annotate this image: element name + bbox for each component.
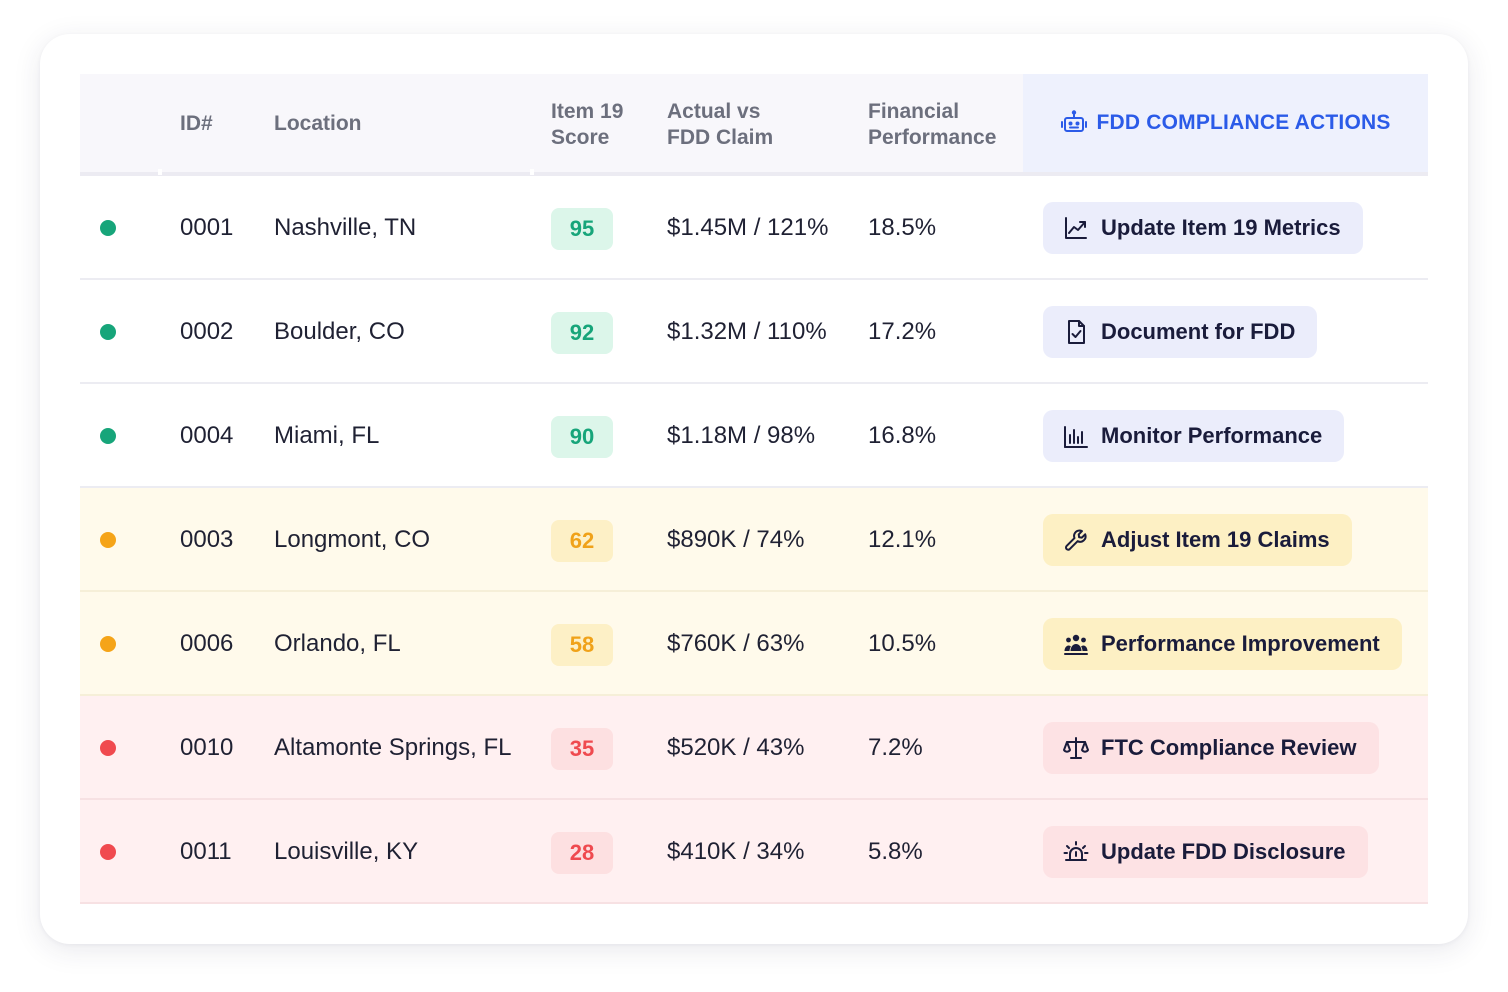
table-row[interactable]: 0006 Orlando, FL 58 $760K / 63% 10.5% Perfor… xyxy=(80,592,1428,696)
column-header-actions[interactable]: FDD COMPLIANCE ACTIONS xyxy=(1023,74,1428,172)
row-actual-vs-claim: $520K / 43% xyxy=(667,734,805,761)
row-id: 0010 xyxy=(180,734,234,761)
row-id: 0004 xyxy=(180,422,234,449)
row-location: Louisville, KY xyxy=(274,838,419,865)
table-row[interactable]: 0004 Miami, FL 90 $1.18M / 98% 16.8% Monitor… xyxy=(80,384,1428,488)
score-badge: 35 xyxy=(551,728,613,770)
action-button-label: Adjust Item 19 Claims xyxy=(1101,527,1330,552)
wrench-icon xyxy=(1065,529,1087,551)
status-dot xyxy=(100,636,116,652)
action-button-label: Monitor Performance xyxy=(1101,423,1323,448)
column-header-score-line1: Item 19 xyxy=(551,100,624,123)
status-dot xyxy=(100,324,116,340)
table-header: ID# Location Item 19 Score Actual vs FDD… xyxy=(80,74,1428,172)
table-row[interactable]: 0011 Louisville, KY 28 $410K / 34% 5.8% Upda… xyxy=(80,800,1428,904)
status-dot xyxy=(100,220,116,236)
score-badge: 28 xyxy=(551,832,613,874)
column-header-location[interactable]: Location xyxy=(274,112,362,135)
row-location: Nashville, TN xyxy=(274,214,417,241)
header-divider-gap xyxy=(530,169,534,175)
header-divider xyxy=(80,172,1428,176)
table-row[interactable]: 0010 Altamonte Springs, FL 35 $520K / 43% 7.… xyxy=(80,696,1428,800)
column-header-actual-line2: FDD Claim xyxy=(667,126,774,149)
status-dot xyxy=(100,740,116,756)
column-header-actual-line1: Actual vs xyxy=(667,100,761,123)
row-actual-vs-claim: $1.45M / 121% xyxy=(667,214,829,241)
row-id: 0003 xyxy=(180,526,234,553)
action-button[interactable]: Monitor Performance xyxy=(1043,410,1345,462)
column-header-actions-label: FDD COMPLIANCE ACTIONS xyxy=(1096,111,1391,134)
trend-chart-icon xyxy=(1065,217,1087,239)
row-location: Longmont, CO xyxy=(274,526,431,553)
row-actual-vs-claim: $410K / 34% xyxy=(667,838,805,865)
action-button-label: Performance Improvement xyxy=(1101,631,1380,656)
status-dot xyxy=(100,844,116,860)
score-badge: 95 xyxy=(551,208,613,250)
row-id: 0006 xyxy=(180,630,234,657)
score-badge: 92 xyxy=(551,312,613,354)
alarm-icon xyxy=(1063,841,1089,861)
scales-icon xyxy=(1063,737,1089,759)
bar-chart-icon xyxy=(1064,426,1088,448)
row-location: Orlando, FL xyxy=(274,630,401,657)
document-check-icon xyxy=(1068,320,1085,344)
table-row[interactable]: 0002 Boulder, CO 92 $1.32M / 110% 17.2% Docu… xyxy=(80,280,1428,384)
column-header-financial-line2: Performance xyxy=(868,126,997,149)
team-icon xyxy=(1064,634,1088,655)
action-button-label: FTC Compliance Review xyxy=(1101,735,1357,760)
compliance-table: ID# Location Item 19 Score Actual vs FDD… xyxy=(80,74,1428,904)
row-id: 0011 xyxy=(180,838,232,865)
row-financial-performance: 7.2% xyxy=(868,734,923,761)
table-row[interactable]: 0003 Longmont, CO 62 $890K / 74% 12.1% Adjus… xyxy=(80,488,1428,592)
score-badge: 62 xyxy=(551,520,613,562)
row-actual-vs-claim: $1.18M / 98% xyxy=(667,422,816,449)
action-button[interactable]: Adjust Item 19 Claims xyxy=(1043,514,1352,566)
action-button-label: Document for FDD xyxy=(1101,319,1296,344)
action-button-label: Update Item 19 Metrics xyxy=(1101,215,1341,240)
row-actual-vs-claim: $760K / 63% xyxy=(667,630,805,657)
column-header-financial[interactable]: Financial Performance xyxy=(868,99,1028,151)
row-financial-performance: 16.8% xyxy=(868,422,937,449)
status-dot xyxy=(100,428,116,444)
score-badge: 58 xyxy=(551,624,613,666)
table-row[interactable]: 0001 Nashville, TN 95 $1.45M / 121% 18.5% Up… xyxy=(80,176,1428,280)
column-header-id[interactable]: ID# xyxy=(180,112,213,135)
score-badge: 90 xyxy=(551,416,613,458)
status-dot xyxy=(100,532,116,548)
action-button[interactable]: Update FDD Disclosure xyxy=(1043,826,1368,878)
row-financial-performance: 18.5% xyxy=(868,214,937,241)
action-button[interactable]: Performance Improvement xyxy=(1043,618,1402,670)
header-divider-gap xyxy=(158,169,162,175)
row-financial-performance: 17.2% xyxy=(868,318,937,345)
row-financial-performance: 12.1% xyxy=(868,526,937,553)
row-id: 0002 xyxy=(180,318,234,345)
row-financial-performance: 10.5% xyxy=(868,630,937,657)
row-location: Boulder, CO xyxy=(274,318,405,345)
action-button-label: Update FDD Disclosure xyxy=(1101,839,1346,864)
action-button[interactable]: Document for FDD xyxy=(1043,306,1318,358)
row-id: 0001 xyxy=(180,214,234,241)
action-button[interactable]: FTC Compliance Review xyxy=(1043,722,1379,774)
column-header-score-line2: Score xyxy=(551,126,610,149)
row-location: Altamonte Springs, FL xyxy=(274,734,512,761)
robot-icon xyxy=(1061,110,1088,132)
column-header-actual[interactable]: Actual vs FDD Claim xyxy=(667,99,827,151)
row-actual-vs-claim: $890K / 74% xyxy=(667,526,805,553)
action-button[interactable]: Update Item 19 Metrics xyxy=(1043,202,1363,254)
row-financial-performance: 5.8% xyxy=(868,838,923,865)
column-header-score[interactable]: Item 19 Score xyxy=(551,99,711,151)
column-header-financial-line1: Financial xyxy=(868,100,960,123)
row-location: Miami, FL xyxy=(274,422,380,449)
row-actual-vs-claim: $1.32M / 110% xyxy=(667,318,827,345)
